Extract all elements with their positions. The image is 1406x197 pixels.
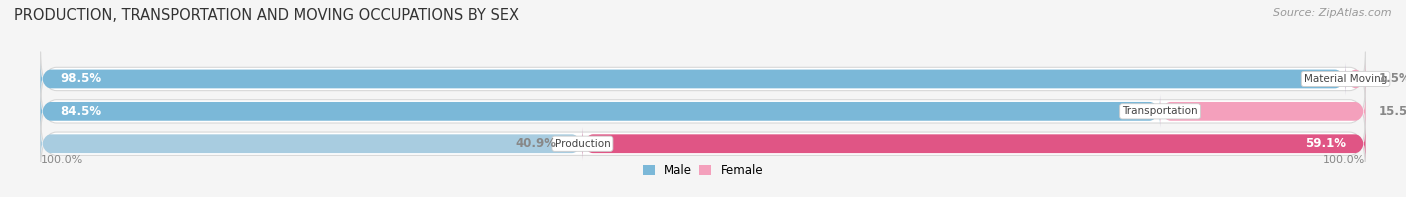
Text: Source: ZipAtlas.com: Source: ZipAtlas.com bbox=[1274, 8, 1392, 18]
Text: Transportation: Transportation bbox=[1122, 106, 1198, 116]
Text: 1.5%: 1.5% bbox=[1379, 72, 1406, 85]
Text: PRODUCTION, TRANSPORTATION AND MOVING OCCUPATIONS BY SEX: PRODUCTION, TRANSPORTATION AND MOVING OC… bbox=[14, 8, 519, 23]
FancyBboxPatch shape bbox=[41, 84, 1365, 138]
FancyBboxPatch shape bbox=[1346, 62, 1365, 96]
Legend: Male, Female: Male, Female bbox=[638, 159, 768, 182]
FancyBboxPatch shape bbox=[41, 127, 582, 160]
Text: Production: Production bbox=[554, 139, 610, 149]
Text: 100.0%: 100.0% bbox=[1323, 155, 1365, 165]
FancyBboxPatch shape bbox=[41, 95, 1160, 128]
Text: 40.9%: 40.9% bbox=[515, 137, 555, 150]
Text: 59.1%: 59.1% bbox=[1305, 137, 1346, 150]
Text: 84.5%: 84.5% bbox=[60, 105, 101, 118]
FancyBboxPatch shape bbox=[41, 62, 1346, 96]
FancyBboxPatch shape bbox=[41, 117, 1365, 171]
FancyBboxPatch shape bbox=[582, 127, 1365, 160]
Text: 15.5%: 15.5% bbox=[1379, 105, 1406, 118]
FancyBboxPatch shape bbox=[1160, 95, 1365, 128]
Text: 100.0%: 100.0% bbox=[41, 155, 83, 165]
FancyBboxPatch shape bbox=[41, 52, 1365, 106]
Text: 98.5%: 98.5% bbox=[60, 72, 101, 85]
Text: Material Moving: Material Moving bbox=[1303, 74, 1388, 84]
